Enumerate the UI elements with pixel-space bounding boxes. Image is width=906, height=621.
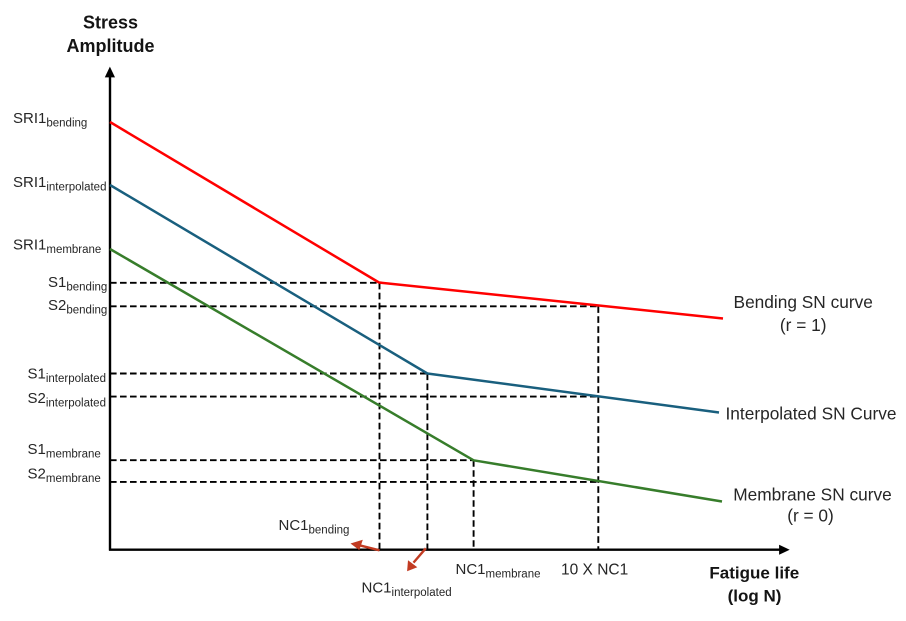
svg-text:(r = 0): (r = 0)	[787, 506, 834, 526]
svg-text:NC1membrane: NC1membrane	[456, 561, 541, 581]
svg-text:(r = 1): (r = 1)	[780, 315, 827, 335]
svg-text:Stress: Stress	[83, 13, 138, 33]
svg-text:S2membrane: S2membrane	[28, 466, 101, 486]
svg-text:SRI1membrane: SRI1membrane	[13, 237, 101, 257]
svg-text:S1membrane: S1membrane	[28, 441, 101, 461]
svg-text:NC1interpolated: NC1interpolated	[362, 580, 452, 600]
svg-text:Fatigue life: Fatigue life	[709, 564, 799, 583]
svg-text:Interpolated SN Curve: Interpolated SN Curve	[726, 404, 897, 424]
svg-text:10 X NC1: 10 X NC1	[561, 561, 628, 578]
svg-text:Amplitude: Amplitude	[67, 36, 155, 56]
svg-text:Bending SN curve: Bending SN curve	[734, 292, 873, 312]
svg-text:NC1bending: NC1bending	[279, 517, 350, 537]
svg-text:SRI1interpolated: SRI1interpolated	[13, 174, 106, 194]
svg-text:S2interpolated: S2interpolated	[28, 390, 106, 410]
svg-text:S2bending: S2bending	[48, 297, 107, 317]
svg-text:SRI1bending: SRI1bending	[13, 110, 87, 130]
svg-text:S1interpolated: S1interpolated	[28, 366, 106, 386]
svg-text:(log N): (log N)	[728, 586, 782, 605]
svg-text:Membrane SN curve: Membrane SN curve	[733, 485, 891, 505]
svg-text:S1bending: S1bending	[48, 274, 107, 294]
